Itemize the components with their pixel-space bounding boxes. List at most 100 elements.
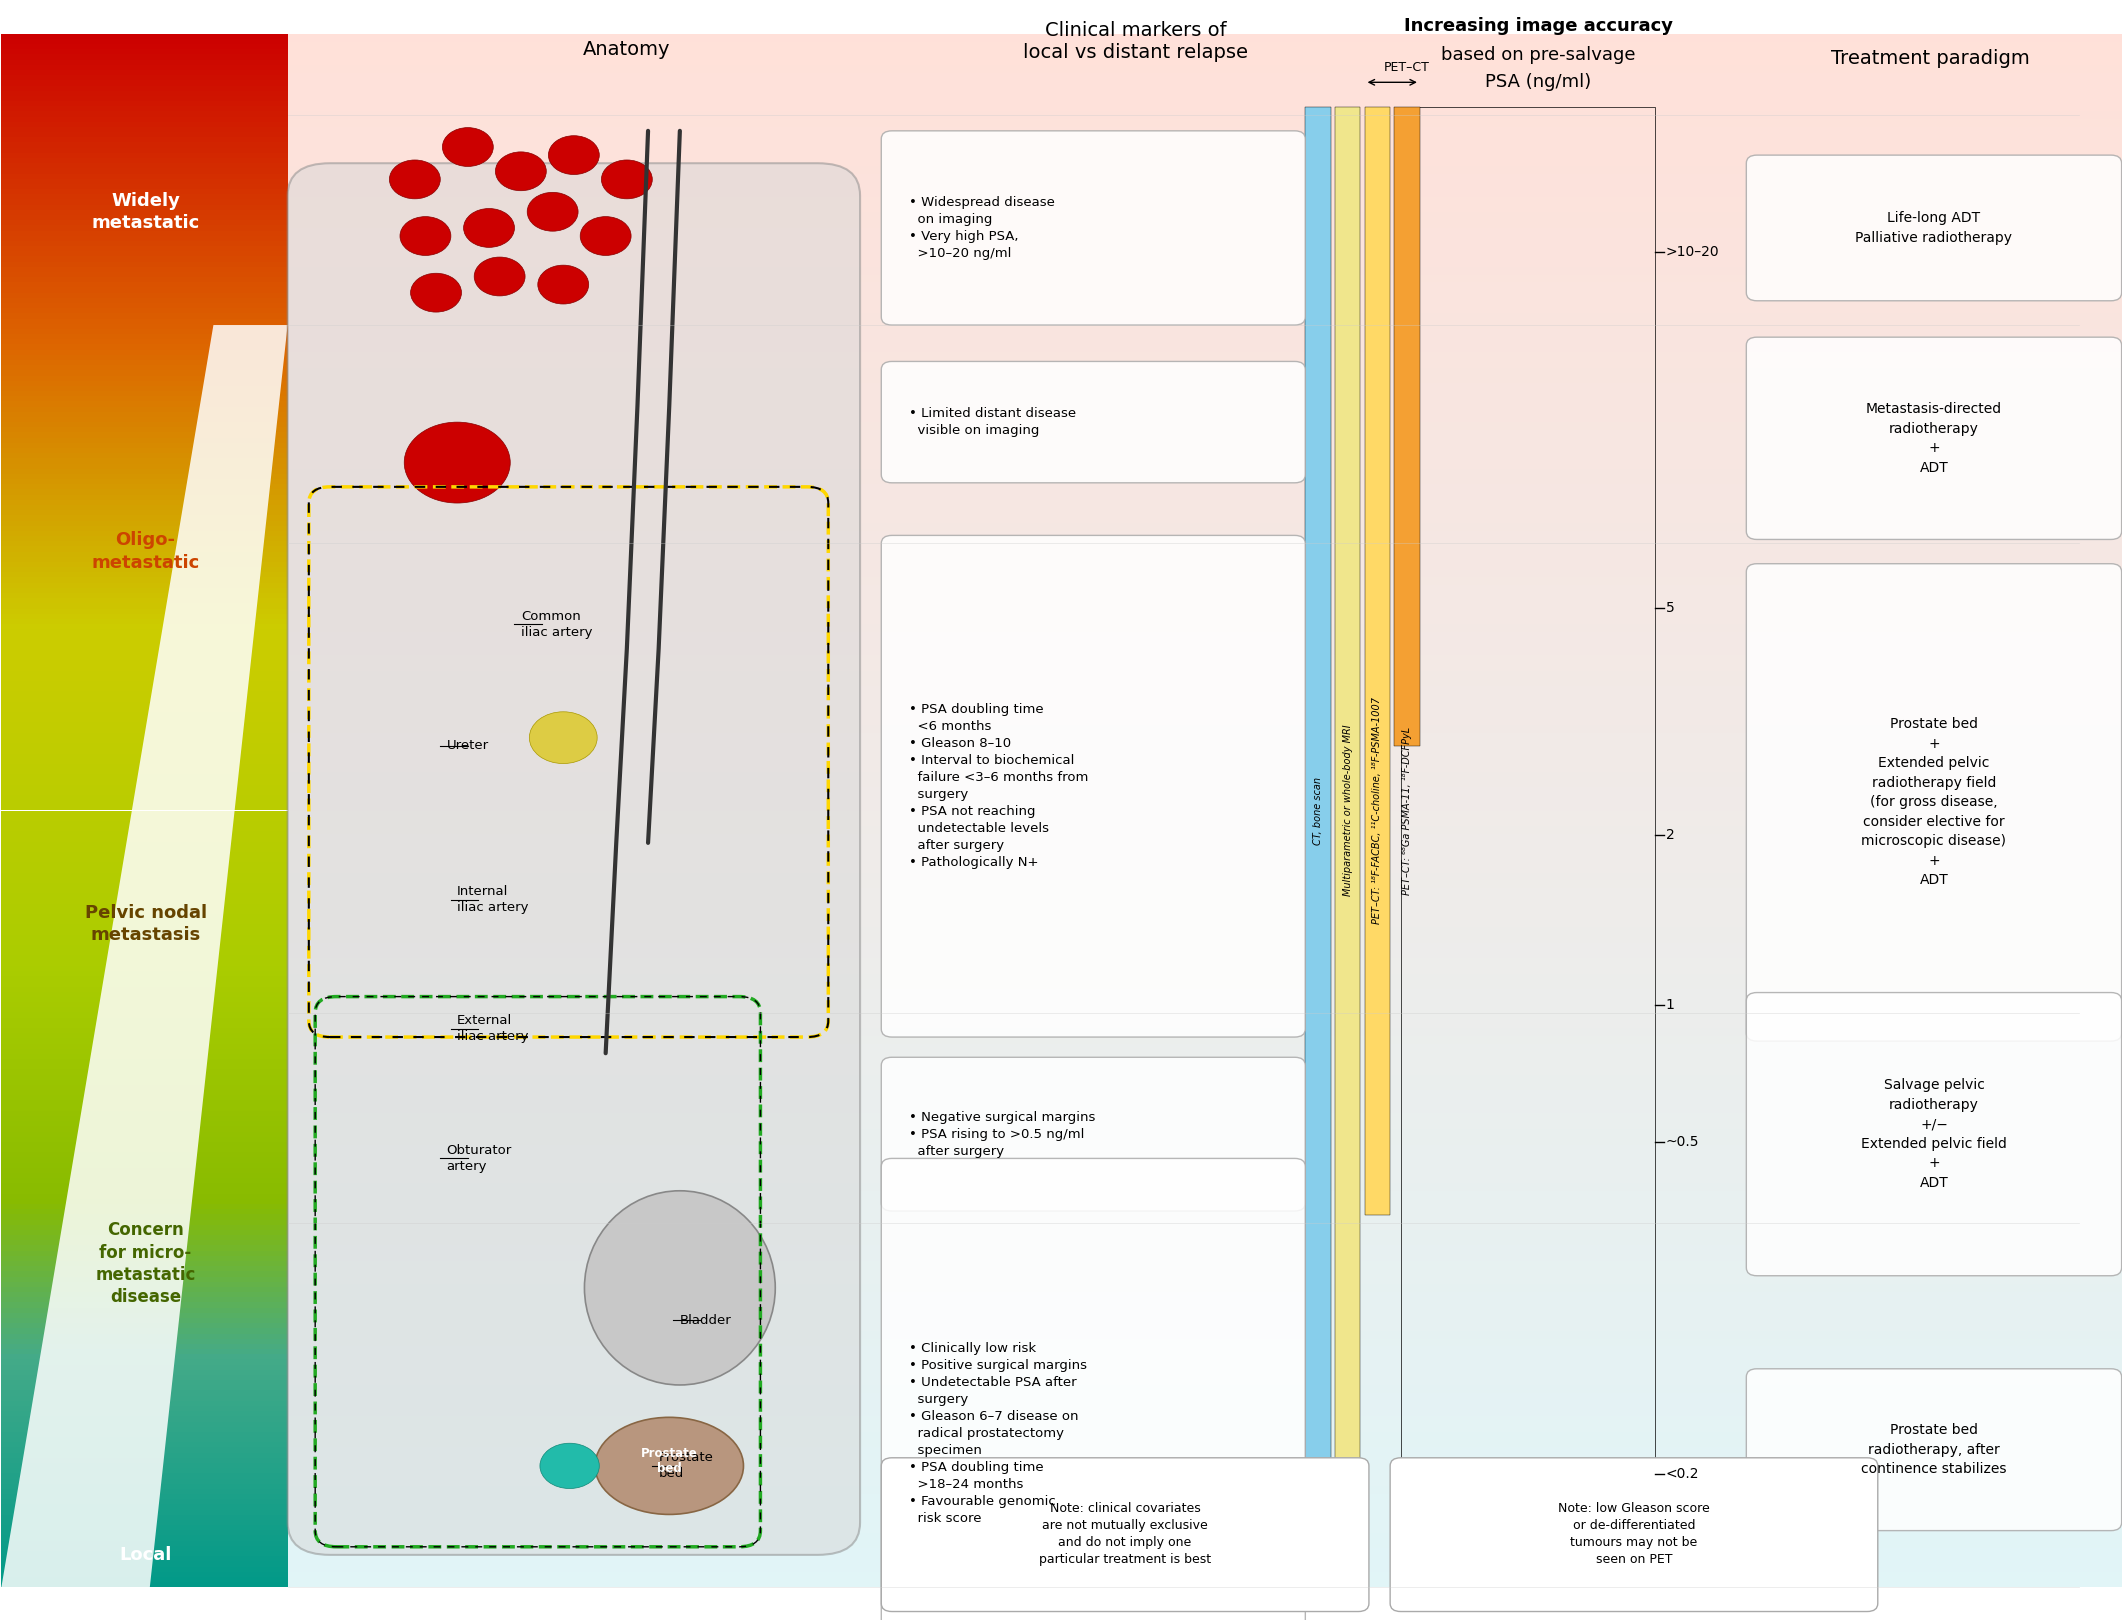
Bar: [2, 386, 287, 391]
Bar: [1401, 1519, 1656, 1525]
Bar: [1401, 1520, 1656, 1527]
Bar: [2, 614, 287, 619]
Bar: [2, 1059, 287, 1065]
FancyBboxPatch shape: [1747, 564, 2121, 1041]
FancyBboxPatch shape: [881, 361, 1306, 483]
Bar: [287, 663, 2121, 671]
Bar: [287, 282, 2121, 290]
Bar: [1401, 1517, 1656, 1524]
Bar: [2, 1323, 287, 1328]
Bar: [287, 1052, 2121, 1059]
Bar: [287, 306, 2121, 313]
Bar: [1401, 1522, 1656, 1530]
Bar: [1401, 1519, 1656, 1525]
Bar: [2, 277, 287, 282]
Bar: [2, 1193, 287, 1200]
Bar: [2, 738, 287, 742]
Bar: [2, 1401, 287, 1405]
Bar: [1401, 1522, 1656, 1529]
Bar: [2, 1209, 287, 1214]
Bar: [1401, 1519, 1656, 1527]
Bar: [287, 1075, 2121, 1083]
Bar: [2, 339, 287, 344]
Bar: [287, 911, 2121, 919]
Bar: [2, 1110, 287, 1115]
Bar: [2, 402, 287, 407]
Bar: [2, 204, 287, 209]
Bar: [2, 1277, 287, 1282]
Bar: [2, 1256, 287, 1261]
Bar: [287, 368, 2121, 376]
Bar: [2, 950, 287, 955]
Bar: [287, 360, 2121, 368]
Bar: [1401, 1519, 1656, 1525]
Bar: [2, 1483, 287, 1488]
Bar: [2, 853, 287, 858]
Bar: [2, 1582, 287, 1587]
Bar: [287, 919, 2121, 927]
Bar: [2, 164, 287, 169]
Bar: [287, 1284, 2121, 1292]
Bar: [287, 49, 2121, 57]
Bar: [2, 1157, 287, 1162]
Bar: [287, 679, 2121, 686]
Text: • Negative surgical margins
• PSA rising to >0.5 ng/ml
  after surgery: • Negative surgical margins • PSA rising…: [909, 1110, 1095, 1157]
Bar: [1401, 1519, 1656, 1525]
Bar: [2, 355, 287, 360]
Bar: [2, 1044, 287, 1049]
Bar: [1401, 1519, 1656, 1525]
Bar: [1401, 1522, 1656, 1529]
Bar: [2, 806, 287, 810]
Bar: [2, 1261, 287, 1266]
Bar: [2, 329, 287, 334]
Bar: [287, 1175, 2121, 1183]
Bar: [1401, 1520, 1656, 1529]
Bar: [287, 267, 2121, 274]
Bar: [287, 1036, 2121, 1044]
Bar: [2, 287, 287, 293]
Bar: [2, 785, 287, 789]
Bar: [287, 151, 2121, 157]
Bar: [1401, 1524, 1656, 1530]
Bar: [2, 370, 287, 376]
Bar: [1401, 1517, 1656, 1524]
Bar: [287, 827, 2121, 833]
Text: Life-long ADT
Palliative radiotherapy: Life-long ADT Palliative radiotherapy: [1856, 211, 2013, 245]
Bar: [287, 755, 2121, 763]
Bar: [1401, 1524, 1656, 1530]
Bar: [287, 866, 2121, 872]
Bar: [287, 624, 2121, 632]
Bar: [2, 1049, 287, 1054]
Bar: [2, 650, 287, 655]
Ellipse shape: [584, 1191, 775, 1384]
Bar: [2, 1520, 287, 1525]
Bar: [2, 86, 287, 91]
Bar: [1401, 1517, 1656, 1524]
Bar: [1401, 1519, 1656, 1525]
Bar: [1401, 1522, 1656, 1529]
Bar: [287, 655, 2121, 663]
Bar: [287, 143, 2121, 151]
Bar: [1401, 1520, 1656, 1529]
Bar: [2, 1577, 287, 1582]
Bar: [287, 1161, 2121, 1167]
Bar: [287, 950, 2121, 958]
Bar: [1401, 1517, 1656, 1524]
Bar: [2, 1386, 287, 1391]
Bar: [287, 702, 2121, 710]
Bar: [287, 569, 2121, 577]
Bar: [287, 1144, 2121, 1153]
Bar: [287, 1214, 2121, 1222]
Bar: [2, 225, 287, 230]
Bar: [1401, 1517, 1656, 1525]
Circle shape: [580, 217, 631, 256]
Bar: [1401, 1520, 1656, 1527]
Bar: [287, 896, 2121, 905]
Bar: [2, 459, 287, 464]
Bar: [2, 190, 287, 195]
Bar: [1401, 1520, 1656, 1529]
Bar: [2, 91, 287, 96]
Bar: [2, 157, 287, 164]
Bar: [1401, 1520, 1656, 1527]
Bar: [1401, 1522, 1656, 1530]
